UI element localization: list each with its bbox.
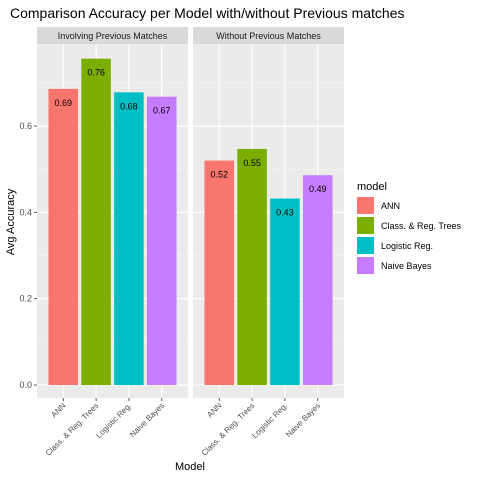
y-axis: 0.0 0.2 0.4 0.6	[19, 121, 37, 390]
bar-ann	[48, 89, 78, 385]
bar-class-reg-trees	[81, 59, 111, 385]
bar-ann	[204, 161, 234, 385]
bar-naive-bayes	[147, 97, 177, 385]
facet-panel: Involving Previous Matches 0.69 0.76 0.68 0.…	[37, 27, 188, 398]
y-tick-label: 0.4	[19, 207, 32, 217]
legend-swatch	[357, 237, 374, 254]
bar-naive-bayes	[303, 175, 333, 385]
y-axis-title: Avg Accuracy	[5, 188, 17, 255]
y-tick-label: 0.6	[19, 121, 32, 131]
legend-swatch	[357, 217, 374, 234]
x-tick-label: Naive Bayes	[128, 401, 166, 439]
facet-strip-label: Involving Previous Matches	[58, 31, 168, 41]
x-tick-label: ANN	[49, 401, 67, 419]
bar-value-label: 0.52	[210, 170, 228, 180]
facet-panel: Without Previous Matches 0.52 0.55 0.43 0.49	[193, 27, 344, 398]
legend-swatch	[357, 197, 374, 214]
bar-logistic-reg	[114, 92, 144, 385]
facet-panels: Involving Previous Matches 0.69 0.76 0.68 0.…	[37, 27, 344, 398]
bar-value-label: 0.43	[276, 208, 294, 218]
bar-value-label: 0.69	[54, 98, 72, 108]
legend-title: model	[357, 181, 387, 193]
bar-value-label: 0.68	[120, 101, 138, 111]
legend-entry-label: Logistic Reg.	[381, 241, 433, 251]
bar-value-label: 0.49	[309, 184, 327, 194]
legend: model ANN Class. & Reg. Trees Logistic Reg.…	[357, 181, 462, 274]
x-tick-label: Naive Bayes	[284, 401, 322, 439]
legend-swatch	[357, 257, 374, 274]
y-tick-label: 0.2	[19, 294, 32, 304]
y-tick-label: 0.0	[19, 380, 32, 390]
x-tick-label: ANN	[205, 401, 223, 419]
bar-logistic-reg	[270, 199, 300, 385]
legend-entry-label: Naive Bayes	[381, 261, 432, 271]
x-tick-label: Logistic Reg.	[94, 401, 133, 440]
x-axis-title: Model	[175, 461, 205, 473]
facet-strip-label: Without Previous Matches	[216, 31, 321, 41]
bar-value-label: 0.67	[153, 106, 171, 116]
x-tick-label: Logistic Reg.	[250, 401, 289, 440]
legend-entry-label: ANN	[381, 201, 400, 211]
bar-class-reg-trees	[237, 149, 267, 385]
bar-value-label: 0.76	[87, 68, 105, 78]
bar-value-label: 0.55	[243, 158, 261, 168]
chart-title: Comparison Accuracy per Model with/witho…	[10, 5, 405, 21]
legend-entry-label: Class. & Reg. Trees	[381, 221, 462, 231]
